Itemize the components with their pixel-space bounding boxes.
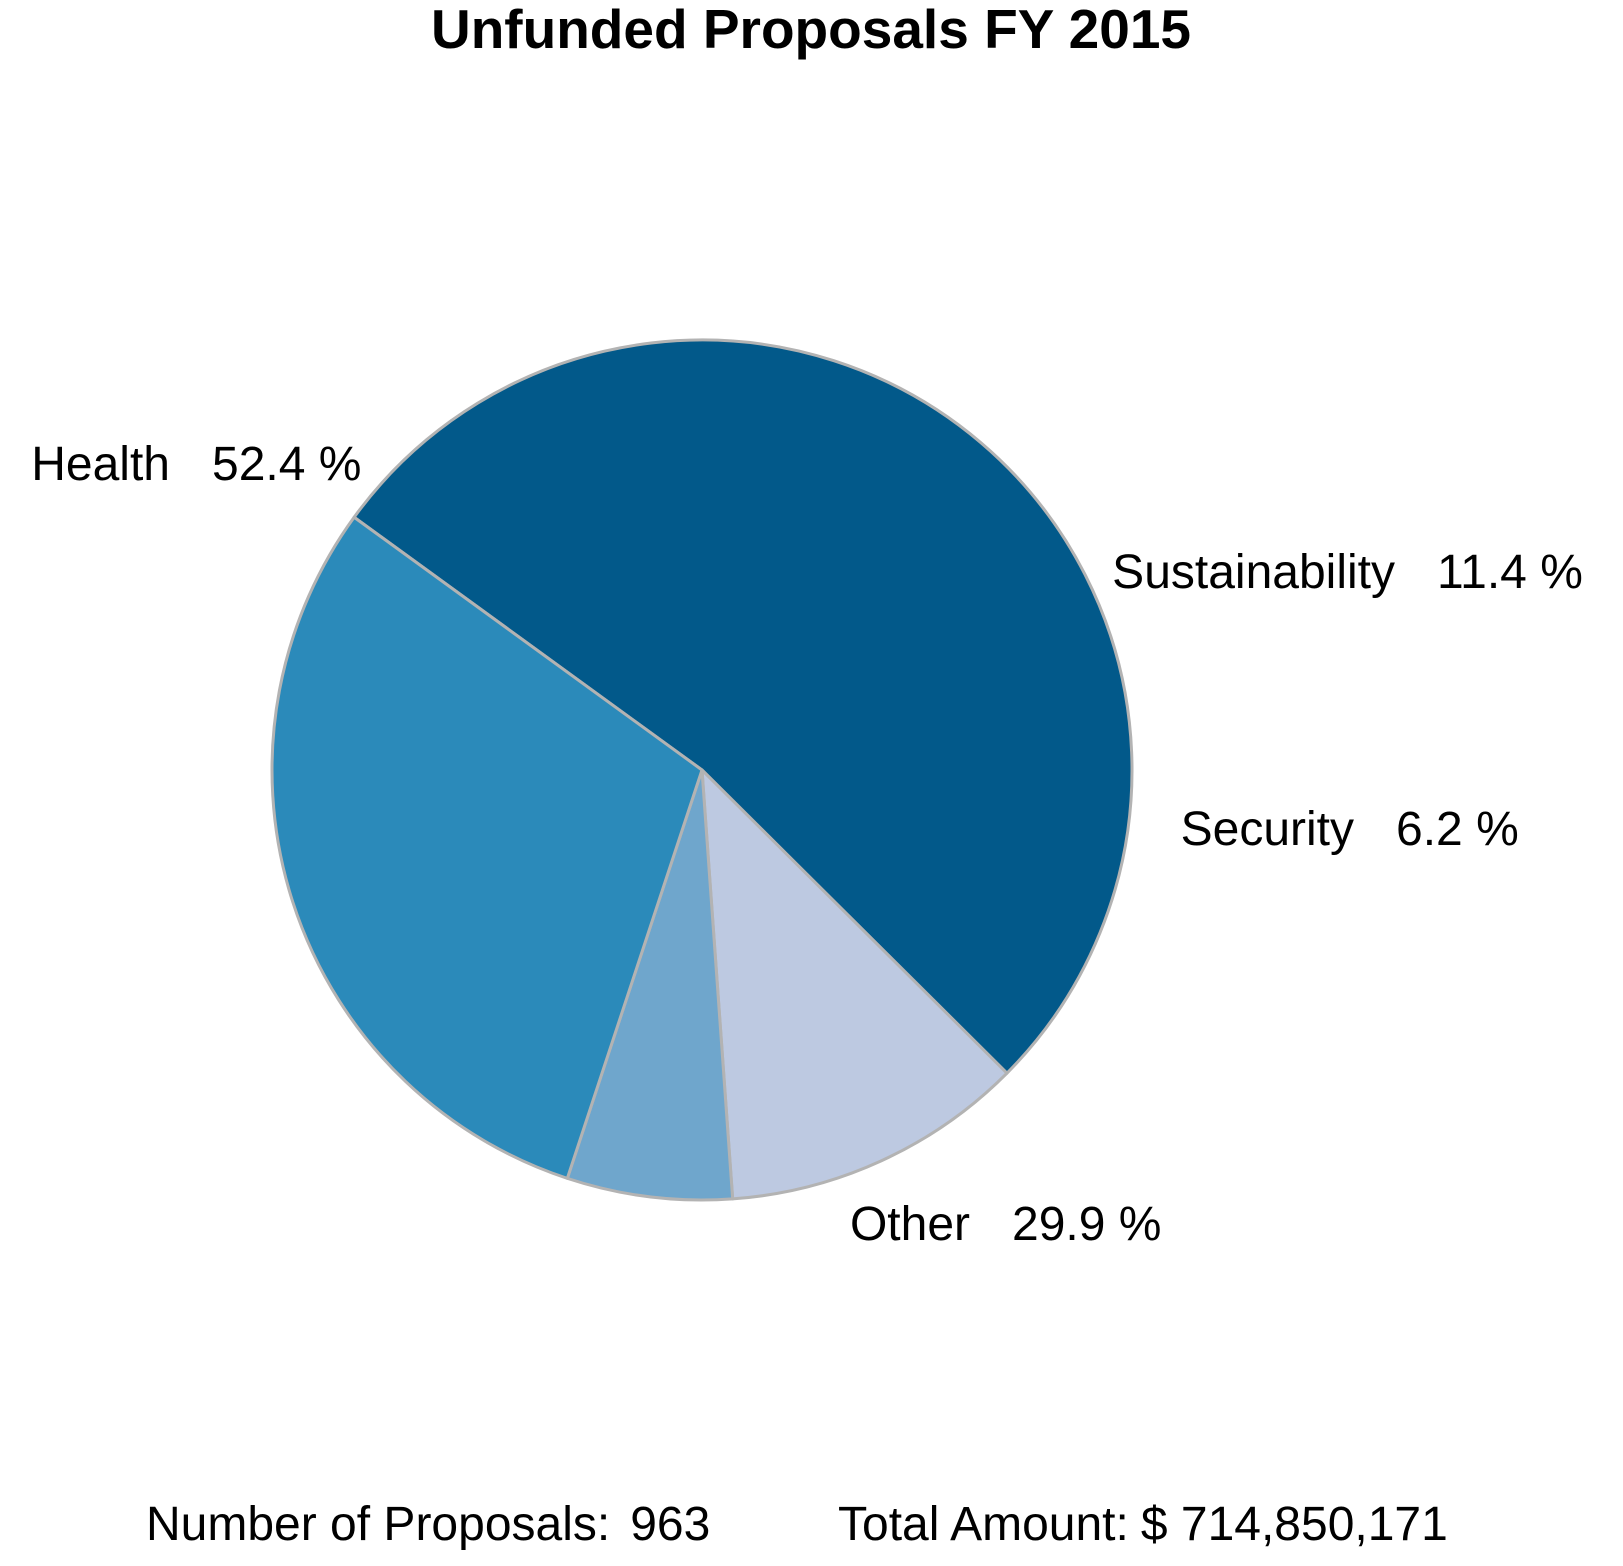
slice-label-security: Security <box>1181 803 1354 856</box>
proposals-count: Number of Proposals: 963 <box>146 1498 710 1551</box>
footer: Number of Proposals: 963 Total Amount: $ 7… <box>146 1498 1448 1551</box>
total-amount: Total Amount: $ 714,850,171 <box>838 1498 1448 1551</box>
pie-slice-sustainability <box>700 768 1009 1201</box>
slice-label-sustainability: Sustainability <box>1112 546 1395 599</box>
pie-slice-security <box>565 768 735 1202</box>
slice-label-health: Health <box>31 438 170 491</box>
pie-slice-health <box>352 338 1134 1075</box>
slice-value-sustainability: 11.4 % <box>1437 546 1583 599</box>
proposals-label: Number of Proposals: <box>146 1498 610 1551</box>
pie-labels: Health 52.4 % Sustainability 11.4 % Security… <box>31 438 1583 1251</box>
amount-label: Total Amount: <box>838 1498 1129 1551</box>
slice-value-health: 52.4 % <box>212 438 361 491</box>
pie-slice-other <box>270 515 704 1180</box>
slice-value-security: 6.2 % <box>1396 803 1519 856</box>
proposals-value: 963 <box>630 1498 710 1551</box>
slice-value-other: 29.9 % <box>1012 1198 1161 1251</box>
slice-label-other: Other <box>850 1198 970 1251</box>
amount-value: $ 714,850,171 <box>1141 1498 1448 1551</box>
pie-slices <box>270 338 1134 1202</box>
chart-title: Unfunded Proposals FY 2015 <box>431 0 1191 60</box>
